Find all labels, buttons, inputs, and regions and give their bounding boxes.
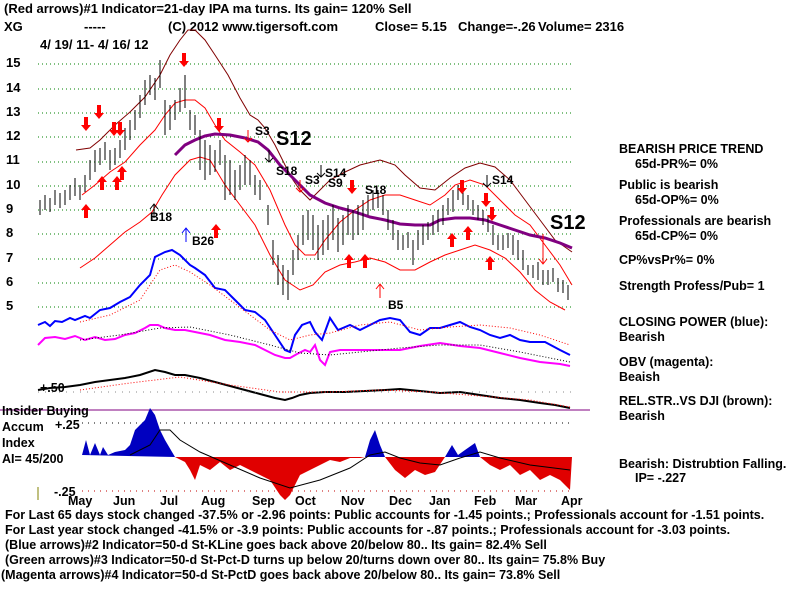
change-value: Change=-.26 (458, 19, 536, 34)
y-tick-10: 10 (6, 177, 21, 192)
op-value: 65d-OP%= 0% (635, 193, 719, 207)
volume-value: Volume= 2316 (538, 19, 625, 34)
pr-value: 65d-PR%= 0% (635, 157, 719, 171)
y-tick-9: 9 (6, 201, 14, 216)
accum-bars (82, 408, 572, 500)
y-tick-7: 7 (6, 250, 14, 265)
closing-power-title: CLOSING POWER (blue): (619, 315, 769, 329)
accum-label: Accum (2, 420, 44, 434)
lower-band (79, 156, 566, 311)
signal-s18-b: S18 (365, 183, 387, 197)
signal-s12-b: S12 (550, 212, 586, 234)
footer-65-days: For Last 65 days stock changed -37.5% or… (5, 508, 765, 522)
month-jun: Jun (113, 494, 136, 508)
month-feb: Feb (474, 494, 497, 508)
y-tick-14: 14 (6, 80, 21, 95)
signal-s9: S9 (328, 176, 343, 190)
signal-s12-a: S12 (276, 128, 312, 150)
footer-green-arrows: (Green arrows)#3 Indicator=50-d St-Pct-D… (5, 553, 606, 567)
obv-value: Beaish (619, 370, 660, 384)
ticker-dashes: ----- (84, 19, 106, 34)
close-value: Close= 5.15 (375, 19, 447, 34)
signal-b5: B5 (388, 298, 404, 312)
signal-b18: B18 (150, 210, 173, 224)
accum-plus-label: +.25 (55, 418, 80, 432)
rs-label: +.50 (40, 381, 65, 395)
price-trend-title: BEARISH PRICE TREND (619, 142, 764, 156)
ai-value: AI= 45/200 (2, 452, 64, 466)
price-bars (39, 60, 569, 300)
month-nov: Nov (341, 494, 365, 508)
month-sep: Sep (252, 494, 275, 508)
month-jul: Jul (160, 494, 179, 508)
y-tick-15: 15 (6, 55, 21, 70)
closing-power-ma (79, 264, 571, 346)
obv-line (37, 324, 571, 367)
month-mar: Mar (515, 494, 538, 508)
footer-last-year: For Last year stock changed -41.5% or -3… (5, 523, 731, 537)
month-dec: Dec (389, 494, 412, 508)
public-title: Public is bearish (619, 178, 719, 192)
month-oct: Oct (295, 494, 316, 508)
accum-status: Bearish: Distrubtion Falling. (619, 457, 787, 471)
month-jan: Jan (429, 494, 451, 508)
signal-s14-a: S14 (325, 166, 347, 180)
signal-s3-b: S3 (305, 173, 320, 187)
black-signal-arrows (149, 150, 492, 218)
copyright: (C) 2012 www.tigersoft.com (168, 19, 338, 34)
rs-plus-label: +.50 (4, 381, 65, 395)
blue-signal-arrow (181, 227, 191, 242)
ticker-symbol: XG (4, 19, 23, 34)
footer-magenta-arrows: (Magenta arrows)#4 Indicator=50-d St-Pct… (1, 568, 561, 582)
month-apr: Apr (561, 494, 583, 508)
y-tick-11: 11 (6, 152, 20, 167)
red-signal-arrows-thin (243, 130, 548, 298)
signal-s14-b: S14 (492, 173, 514, 187)
accum-ma (129, 429, 571, 489)
month-aug: Aug (201, 494, 226, 508)
ip-value: IP= -.227 (635, 471, 687, 485)
month-may: May (68, 494, 93, 508)
relative-strength-ma (79, 376, 571, 408)
insider-buying-label: Insider Buying (2, 404, 89, 418)
y-tick-5: 5 (6, 298, 14, 313)
red-arrows (81, 53, 497, 270)
middle-band (81, 99, 573, 286)
relstr-value: Bearish (619, 409, 665, 423)
signal-b26: B26 (192, 234, 215, 248)
closing-power-line (37, 248, 571, 356)
pros-title: Professionals are bearish (619, 214, 772, 228)
footer-blue-arrows: (Blue arrows)#2 Indicator=50-d St-KLine … (5, 538, 547, 552)
strength-ratio: Strength Profess/Pub= 1 (619, 279, 765, 293)
signal-s3-a: S3 (255, 124, 270, 138)
index-label: Index (2, 436, 35, 450)
y-tick-6: 6 (6, 274, 14, 289)
y-tick-8: 8 (6, 225, 14, 240)
cp-vs-pr: CP%vsPr%= 0% (619, 253, 715, 267)
accum-minus-label: -.25 (54, 485, 76, 499)
y-tick-13: 13 (6, 104, 21, 119)
date-range: 4/ 19/ 11- 4/ 16/ 12 (40, 37, 149, 52)
obv-title: OBV (magenta): (619, 355, 714, 369)
relstr-title: REL.STR..VS DJI (brown): (619, 394, 773, 408)
closing-power-value: Bearish (619, 330, 665, 344)
relative-strength-line (37, 368, 571, 409)
cp-value: 65d-CP%= 0% (635, 229, 719, 243)
indicator-1-title: (Red arrows)#1 Indicator=21-day IPA ma t… (4, 1, 412, 16)
y-tick-12: 12 (6, 128, 21, 143)
signal-s18-a: S18 (276, 164, 298, 178)
